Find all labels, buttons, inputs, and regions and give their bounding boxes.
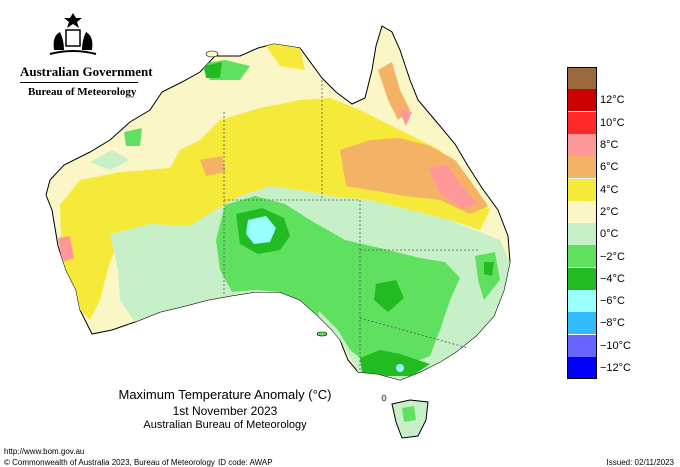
footer-id-code: ID code: AWAP [218, 458, 273, 467]
legend-swatch [567, 133, 597, 156]
legend-swatch [567, 200, 597, 223]
legend-label: −10°C [600, 339, 632, 352]
legend-swatch [567, 89, 597, 112]
legend-swatch [567, 156, 597, 179]
color-legend: 12°C 10°C 8°C 6°C 4°C 2°C 0°C −2°C −4°C −6°C −8°C −… [567, 67, 657, 382]
legend-label: 2°C [600, 205, 619, 218]
footer-url[interactable]: http://www.bom.gov.au [4, 447, 85, 456]
legend-swatch [567, 245, 597, 268]
map-title: Maximum Temperature Anomaly (°C) [118, 387, 332, 402]
legend-swatch [567, 312, 597, 335]
legend-label: −12°C [600, 362, 632, 375]
legend-label: −4°C [600, 272, 625, 285]
legend-label: 12°C [600, 94, 625, 107]
legend-label: 6°C [600, 161, 619, 174]
legend-label: 4°C [600, 183, 619, 196]
government-logo: Australian Government Bureau of Meteorol… [8, 6, 153, 102]
legend-swatch [567, 334, 597, 357]
government-name: Australian Government [20, 64, 153, 79]
kangaroo-island [316, 331, 328, 337]
legend-label: 0°C [600, 228, 619, 241]
legend-swatch [567, 267, 597, 290]
commonwealth-coat-of-arms-icon [49, 13, 97, 55]
header-divider [20, 82, 138, 83]
legend-swatch [567, 223, 597, 246]
legend-swatch [567, 111, 597, 134]
footer-issued-date: Issued: 02/11/2023 [606, 458, 674, 467]
map-source: Australian Bureau of Meteorology [143, 419, 307, 431]
map-date: 1st November 2023 [172, 404, 278, 418]
legend-swatch [567, 67, 597, 89]
anomaly-region-extreme-cold [246, 216, 276, 244]
legend-swatch [567, 356, 597, 379]
legend-label: 10°C [600, 116, 625, 129]
legend-swatch [567, 178, 597, 201]
legend-label: −6°C [600, 295, 625, 308]
legend-label: −2°C [600, 250, 625, 263]
legend-swatch [567, 290, 597, 312]
footer-copyright: © Commonwealth of Australia 2023, Bureau… [4, 458, 215, 467]
legend-label: −8°C [600, 317, 625, 330]
agency-name: Bureau of Meteorology [28, 86, 137, 98]
legend-label: 8°C [600, 139, 619, 152]
anomaly-region-very-hot [428, 164, 478, 208]
state-borders [223, 80, 480, 372]
